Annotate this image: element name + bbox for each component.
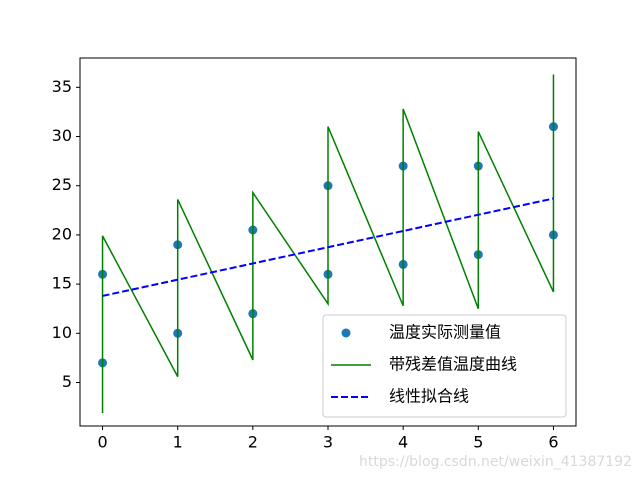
series-line	[102, 197, 554, 297]
y-tick-label: 35	[52, 77, 72, 96]
x-tick-label: 4	[398, 433, 408, 452]
legend-label: 温度实际测量值	[389, 323, 501, 342]
x-tick-label: 2	[248, 433, 258, 452]
y-tick-label: 20	[52, 224, 72, 243]
legend-label: 带残差值温度曲线	[389, 355, 517, 374]
x-tick-label: 0	[97, 433, 107, 452]
legend-marker	[341, 328, 351, 338]
y-tick-label: 10	[52, 323, 72, 342]
y-tick-label: 15	[52, 274, 72, 293]
y-tick-label: 25	[52, 175, 72, 194]
x-tick-label: 1	[173, 433, 183, 452]
x-tick-label: 5	[473, 433, 483, 452]
y-tick-label: 30	[52, 126, 72, 145]
x-tick-label: 3	[323, 433, 333, 452]
legend-box	[322, 314, 567, 418]
legend-label: 线性拟合线	[389, 387, 469, 406]
series-line	[101, 74, 555, 414]
watermark: https://blog.csdn.net/weixin_41387192	[359, 454, 632, 470]
y-tick-label: 5	[62, 372, 72, 391]
x-tick-label: 6	[548, 433, 558, 452]
